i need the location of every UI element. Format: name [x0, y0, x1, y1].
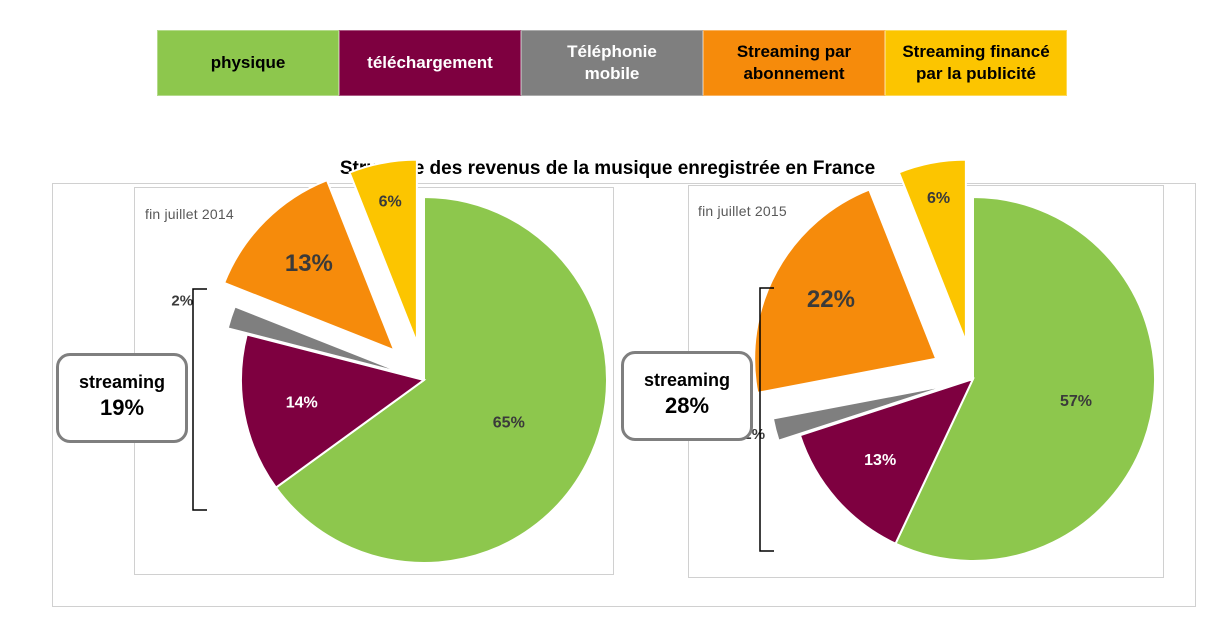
pie-slice-label: 13%: [285, 250, 333, 277]
streaming-total-box-2014: streaming 19%: [56, 353, 188, 443]
chart-title: Structure des revenus de la musique enre…: [339, 158, 876, 179]
streaming-value-2014: 19%: [99, 395, 145, 420]
streaming-label-2014: streaming: [78, 372, 166, 392]
pie-slice: [897, 158, 967, 343]
pie-slice: [274, 195, 608, 564]
pie-slice: [798, 377, 975, 546]
legend-item-streaming-publicite: Streaming financé par la publicité: [885, 30, 1067, 96]
legend-label-telephonie-mobile: Téléphonie mobile: [567, 42, 657, 83]
streaming-value-2015: 28%: [664, 393, 710, 418]
streaming-total-box-2015: streaming 28%: [621, 351, 753, 441]
pie-slice: [753, 188, 938, 395]
pie-slice-label: 13%: [864, 452, 896, 469]
pie-slice: [222, 178, 397, 353]
pie-0: 65% 14% 2% 13% 6%: [171, 158, 608, 564]
pie-slice: [240, 333, 427, 489]
pie-slice: [226, 305, 406, 375]
legend-label-telechargement: téléchargement: [367, 53, 493, 72]
chart-area-frame: [52, 183, 1196, 607]
streaming-label-2015: streaming: [643, 370, 731, 390]
legend-item-streaming-abonnement: Streaming par abonnement: [703, 30, 885, 96]
legend-item-telephonie-mobile: Téléphonie mobile: [521, 30, 703, 96]
pie-1: 57%13%2%22%6%: [743, 158, 1156, 562]
legend-label-streaming-publicite: Streaming financé par la publicité: [902, 42, 1050, 83]
pie-slice-label: 6%: [379, 194, 402, 211]
pie-slice-label: 6%: [927, 190, 950, 207]
legend-item-telechargement: téléchargement: [339, 30, 521, 96]
pie-slice-label: 65%: [493, 414, 525, 431]
pie-slice: [348, 158, 418, 344]
pie-slice: [894, 195, 1156, 562]
legend: physique téléchargement Téléphonie mobil…: [157, 30, 1067, 96]
pie-slice: [771, 383, 953, 442]
legend-label-streaming-abonnement: Streaming par abonnement: [736, 42, 852, 83]
pie-slice-label: 22%: [807, 286, 855, 313]
legend-item-physique: physique: [157, 30, 339, 96]
streaming-bracket: [192, 288, 207, 511]
panel-label-2015: fin juillet 2015: [698, 203, 787, 219]
pie-slice-label: 2%: [171, 292, 193, 309]
streaming-bracket: [759, 287, 774, 552]
legend-label-physique: physique: [210, 53, 286, 72]
pie-slice-label: 14%: [286, 395, 318, 412]
pie-slice-label: 57%: [1060, 393, 1092, 410]
panel-label-2014: fin juillet 2014: [145, 206, 234, 222]
